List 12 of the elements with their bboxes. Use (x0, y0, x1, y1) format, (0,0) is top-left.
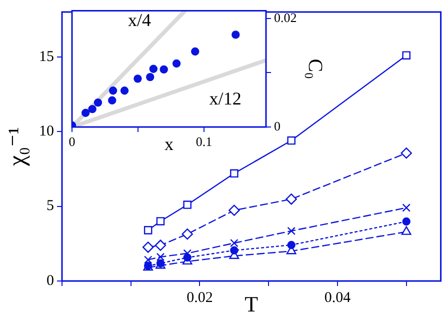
y-tick-label: 0 (46, 272, 54, 289)
x-tick-label: 0.04 (324, 290, 352, 306)
x-axis-title: T (244, 292, 259, 317)
y-axis-title: C₀ (304, 58, 326, 80)
x-tick-label: 0.1 (196, 134, 212, 150)
y-tick-label: 5 (46, 198, 54, 214)
series-label: x/4 (128, 10, 152, 30)
series-label: x/12 (209, 88, 242, 108)
y-tick-label: 10 (39, 123, 54, 140)
y-axis-title: χ₀⁻¹ (4, 127, 31, 167)
y-tick-label: 15 (39, 48, 54, 65)
x-axis-title: x (164, 134, 174, 154)
